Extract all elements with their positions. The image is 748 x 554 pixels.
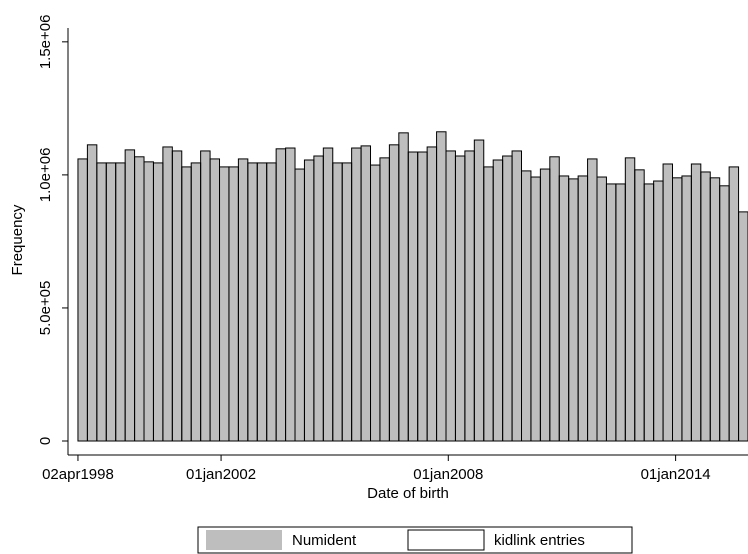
bar <box>219 166 229 442</box>
bar <box>379 157 390 442</box>
legend-swatch <box>407 529 485 551</box>
bar <box>719 185 730 442</box>
bar <box>521 170 531 442</box>
bar <box>625 157 635 442</box>
bar <box>134 156 145 442</box>
bar <box>144 161 154 442</box>
bar <box>738 211 748 442</box>
bar <box>729 166 739 442</box>
y-tick-label: 1.5e+06 <box>37 15 54 70</box>
bar <box>191 162 201 442</box>
bar <box>210 158 220 442</box>
bar <box>87 144 97 442</box>
bar <box>436 131 447 442</box>
bar <box>172 150 182 442</box>
bar <box>162 146 173 442</box>
legend-swatch <box>206 530 282 550</box>
bar <box>313 155 324 442</box>
bar <box>644 183 654 442</box>
bar <box>540 169 550 442</box>
legend-label: kidlink entries <box>494 532 585 549</box>
bar <box>691 163 701 442</box>
bar <box>474 140 484 442</box>
y-tick-label: 5.0e+05 <box>37 281 54 336</box>
bar <box>398 132 409 442</box>
bar <box>342 162 352 442</box>
bar <box>370 165 380 442</box>
bar <box>502 155 513 442</box>
bar <box>238 158 248 442</box>
bar <box>587 158 598 442</box>
bar <box>276 148 286 442</box>
bar <box>153 162 163 442</box>
bar <box>115 162 126 442</box>
bar <box>257 162 267 442</box>
bar <box>663 163 673 442</box>
bar <box>408 152 418 442</box>
bar <box>106 162 116 442</box>
bar <box>351 148 362 442</box>
x-tick-label: 01jan2002 <box>186 466 256 483</box>
bar <box>389 144 399 442</box>
bar <box>464 150 475 442</box>
bar <box>493 159 503 442</box>
bar <box>285 148 296 442</box>
bar <box>247 162 258 442</box>
bar <box>483 166 494 442</box>
bar <box>700 171 711 442</box>
bar <box>304 159 314 442</box>
legend-label: Numident <box>292 532 357 549</box>
bar <box>597 177 607 442</box>
x-tick-label: 01jan2008 <box>413 466 483 483</box>
bar <box>606 183 616 442</box>
bar <box>361 145 371 442</box>
bar <box>181 166 192 442</box>
bar <box>559 175 569 442</box>
bar <box>323 148 333 442</box>
y-axis-title: Frequency <box>9 204 26 275</box>
y-tick-label: 0 <box>37 437 54 445</box>
bar <box>446 150 456 442</box>
x-tick-label: 01jan2014 <box>641 466 711 483</box>
bar <box>266 162 277 442</box>
bar <box>512 150 522 442</box>
bar <box>455 155 465 442</box>
bar <box>96 162 107 442</box>
x-tick-label: 02apr1998 <box>42 466 114 483</box>
bar <box>653 181 664 442</box>
bar <box>578 175 588 442</box>
bar <box>332 162 343 442</box>
bar <box>530 177 541 442</box>
bar <box>615 183 626 442</box>
bar <box>417 152 428 442</box>
bar <box>568 178 579 442</box>
bar <box>77 158 88 442</box>
bar <box>295 169 305 442</box>
bar <box>427 146 437 442</box>
bar <box>681 175 692 442</box>
bar <box>710 177 720 442</box>
x-axis-title: Date of birth <box>367 485 449 502</box>
bar <box>549 156 560 442</box>
bar <box>125 149 135 442</box>
bar <box>672 177 682 442</box>
bar <box>200 150 211 442</box>
bar <box>228 166 239 442</box>
bar <box>634 169 645 442</box>
y-tick-label: 1.0e+06 <box>37 148 54 203</box>
